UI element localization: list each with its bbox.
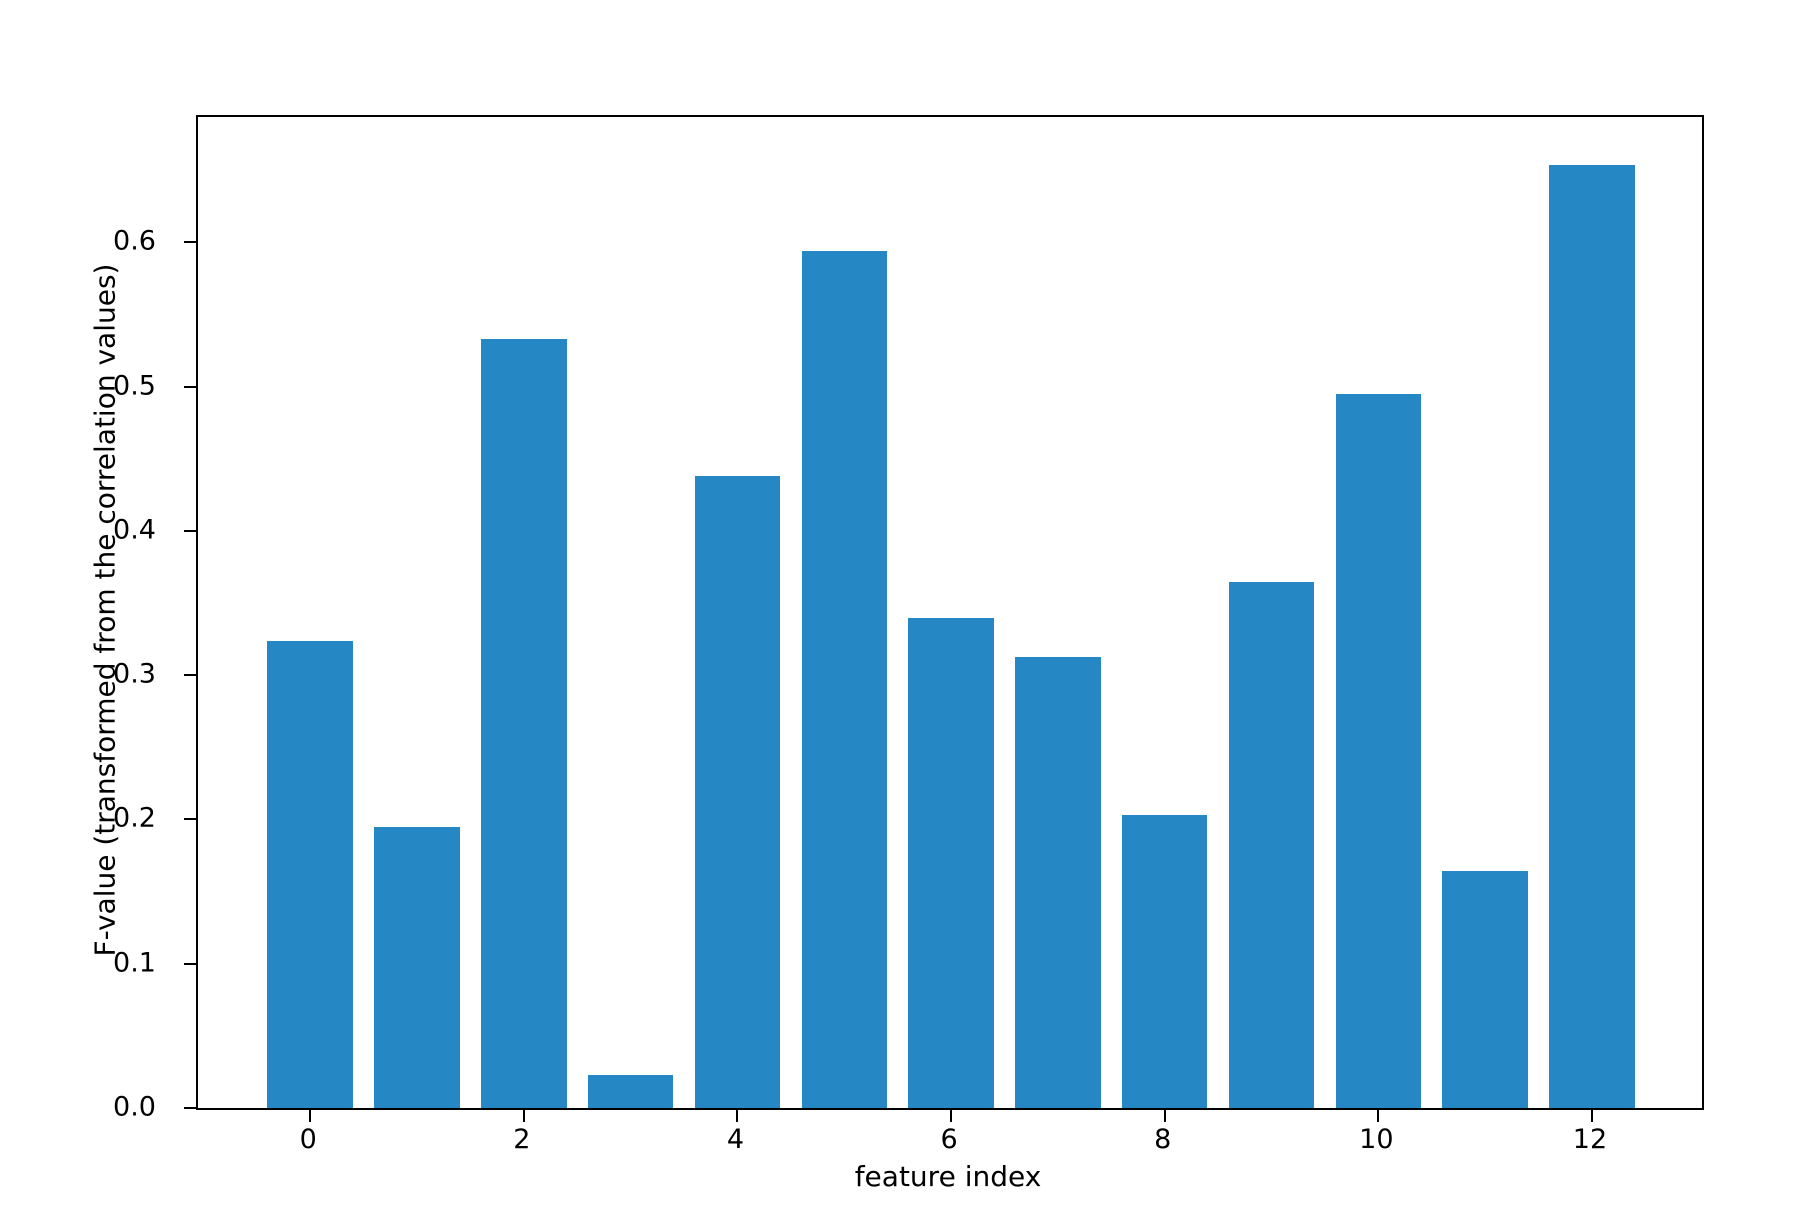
plot-area bbox=[184, 115, 1704, 1122]
bar bbox=[694, 476, 781, 1108]
bar bbox=[1549, 164, 1635, 1108]
bar bbox=[374, 826, 460, 1108]
y-axis-tick bbox=[184, 529, 196, 532]
y-axis-tick bbox=[184, 962, 196, 965]
y-tick-label: 0.1 bbox=[113, 947, 156, 979]
x-tick-label: 4 bbox=[726, 1124, 745, 1155]
bar bbox=[1015, 656, 1101, 1108]
bar bbox=[1228, 581, 1315, 1108]
y-tick-label: 0.4 bbox=[113, 514, 156, 546]
y-tick-label: 0.5 bbox=[113, 370, 156, 402]
y-tick-label: 0.6 bbox=[113, 225, 156, 257]
bar bbox=[587, 1074, 674, 1108]
x-axis-tick bbox=[736, 1110, 739, 1122]
bar bbox=[267, 640, 353, 1108]
y-tick-label: 0.0 bbox=[113, 1091, 156, 1123]
y-axis-tick bbox=[184, 818, 196, 821]
x-axis-tick bbox=[950, 1110, 953, 1122]
x-tick-label: 2 bbox=[513, 1124, 531, 1155]
x-axis-tick bbox=[1590, 1110, 1593, 1122]
x-axis-tick bbox=[1377, 1110, 1380, 1122]
x-axis-tick bbox=[522, 1110, 525, 1122]
x-tick-label: 8 bbox=[1154, 1124, 1172, 1155]
x-tick-label: 12 bbox=[1572, 1124, 1608, 1155]
bar bbox=[1442, 871, 1528, 1108]
y-axis-label: F-value (transformed from the correlatio… bbox=[88, 263, 122, 957]
y-axis-tick bbox=[184, 674, 196, 677]
x-axis-tick bbox=[1163, 1110, 1166, 1122]
y-axis-tick bbox=[184, 385, 196, 388]
bar bbox=[481, 339, 567, 1108]
x-tick-label: 0 bbox=[299, 1124, 317, 1155]
bar bbox=[1335, 393, 1422, 1108]
y-axis-tick bbox=[184, 1107, 196, 1109]
x-axis-label: feature index bbox=[854, 1160, 1042, 1193]
y-tick-label: 0.3 bbox=[113, 658, 156, 690]
x-tick-label: 6 bbox=[940, 1124, 958, 1155]
x-tick-label: 10 bbox=[1359, 1124, 1394, 1155]
bar bbox=[908, 617, 994, 1108]
y-axis-tick bbox=[184, 241, 196, 244]
bar bbox=[801, 251, 887, 1108]
x-axis-tick bbox=[309, 1110, 312, 1122]
bar bbox=[1121, 815, 1208, 1108]
y-tick-label: 0.2 bbox=[113, 802, 156, 834]
